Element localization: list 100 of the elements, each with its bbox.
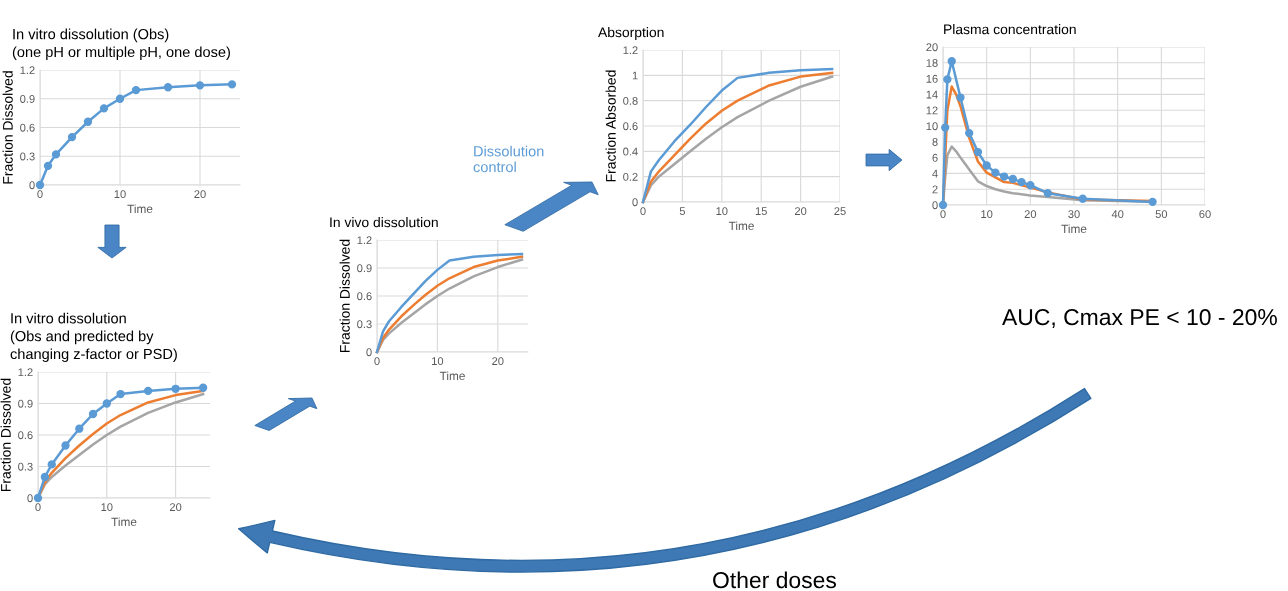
text: AUC, Cmax PE < 10 - 20% bbox=[1002, 309, 1277, 328]
point bbox=[43, 161, 53, 171]
x-tick-label: 10 bbox=[432, 357, 444, 366]
x-axis-title: Time bbox=[728, 221, 754, 231]
point bbox=[143, 386, 153, 396]
point bbox=[991, 168, 1000, 177]
y-tick-label: 1.2 bbox=[623, 46, 638, 55]
y-tick-label: 0.6 bbox=[18, 431, 33, 440]
point bbox=[227, 80, 237, 89]
x-tick-label: 0 bbox=[374, 357, 380, 366]
y-tick-label: 1.2 bbox=[20, 66, 35, 75]
point bbox=[131, 85, 141, 95]
x-tick-label: 20 bbox=[794, 207, 807, 216]
point bbox=[51, 150, 61, 159]
point bbox=[115, 94, 125, 103]
y-tick-label: 0.9 bbox=[357, 264, 372, 273]
y-tick-label: 1 bbox=[632, 71, 638, 80]
point bbox=[163, 83, 173, 92]
x-tick-label: 30 bbox=[1068, 210, 1080, 219]
chart-title: Absorption bbox=[598, 27, 664, 40]
chart-title: In vitro dissolution (Obs and predicted by changing z-factor or PSD) bbox=[10, 312, 177, 362]
x-tick-label: 40 bbox=[1111, 210, 1124, 219]
y-tick-label: 0.4 bbox=[623, 147, 638, 156]
y-tick-label: 0.3 bbox=[18, 462, 33, 471]
y-tick-label: 0.2 bbox=[623, 172, 638, 181]
point bbox=[35, 180, 45, 190]
point bbox=[1017, 177, 1026, 187]
y-tick-label: 0.3 bbox=[357, 320, 372, 329]
text: Other doses bbox=[713, 571, 837, 589]
x-tick-label: 60 bbox=[1199, 210, 1211, 219]
y-tick-label: 0.6 bbox=[623, 122, 638, 131]
point bbox=[75, 424, 84, 433]
y-tick-label: 0.9 bbox=[20, 95, 35, 103]
x-tick-label: 25 bbox=[834, 207, 846, 216]
point bbox=[83, 117, 93, 126]
y-tick-label: 18 bbox=[926, 59, 938, 67]
point bbox=[1008, 174, 1018, 184]
point bbox=[61, 441, 70, 450]
chart-title: Plasma concentration bbox=[944, 24, 1076, 35]
y-tick-label: 0 bbox=[29, 181, 35, 190]
y-axis-title: Fraction Dissolved bbox=[2, 71, 13, 184]
point bbox=[956, 93, 965, 102]
point bbox=[47, 460, 56, 469]
x-tick-label: 0 bbox=[35, 503, 41, 512]
x-tick-label: 50 bbox=[1155, 210, 1168, 219]
x-tick-label: 10 bbox=[716, 207, 728, 216]
x-axis-title: Time bbox=[111, 517, 137, 527]
y-tick-label: 1.2 bbox=[357, 236, 372, 245]
y-tick-label: 6 bbox=[932, 153, 938, 162]
y-tick-label: 0 bbox=[27, 494, 33, 503]
x-tick-label: 0 bbox=[640, 207, 646, 216]
y-axis-title: Fraction Dissolved bbox=[0, 378, 11, 491]
x-axis-title: Time bbox=[439, 371, 465, 381]
y-tick-label: 0.6 bbox=[357, 292, 372, 301]
point bbox=[67, 132, 77, 142]
x-tick-label: 15 bbox=[755, 207, 767, 216]
y-tick-label: 12 bbox=[926, 106, 938, 115]
y-tick-label: 10 bbox=[926, 122, 938, 131]
point bbox=[947, 57, 956, 66]
point bbox=[973, 147, 983, 157]
x-tick-label: 20 bbox=[169, 503, 182, 512]
x-axis-title: Time bbox=[1061, 224, 1087, 234]
point bbox=[1026, 181, 1035, 190]
y-tick-label: 0.9 bbox=[18, 399, 33, 408]
y-tick-label: 1.2 bbox=[18, 368, 33, 377]
y-tick-label: 0 bbox=[932, 201, 938, 210]
y-tick-label: 0 bbox=[366, 348, 372, 357]
point bbox=[195, 81, 205, 90]
point bbox=[171, 384, 180, 393]
point bbox=[40, 472, 50, 482]
y-tick-label: 0.8 bbox=[623, 96, 638, 105]
y-tick-label: 0.6 bbox=[20, 123, 35, 132]
y-tick-label: 4 bbox=[932, 169, 938, 178]
x-tick-label: 20 bbox=[194, 190, 206, 199]
point bbox=[982, 161, 991, 170]
chart-title: In vivo dissolution bbox=[330, 217, 438, 228]
y-tick-label: 8 bbox=[932, 138, 938, 146]
y-tick-label: 14 bbox=[926, 90, 938, 99]
x-tick-label: 0 bbox=[37, 190, 43, 199]
point bbox=[941, 123, 950, 132]
x-tick-label: 10 bbox=[101, 503, 113, 512]
x-tick-label: 0 bbox=[940, 210, 946, 219]
point bbox=[1078, 194, 1087, 203]
x-tick-label: 10 bbox=[981, 210, 993, 219]
text: Dissolution control bbox=[473, 145, 544, 173]
point bbox=[938, 200, 948, 210]
x-tick-label: 10 bbox=[114, 190, 126, 199]
y-tick-label: 0.3 bbox=[20, 152, 35, 161]
y-tick-label: 2 bbox=[932, 185, 938, 194]
chart-title: In vitro dissolution (Obs) (one pH or multiple pH, one dose) bbox=[12, 28, 230, 60]
point bbox=[198, 383, 208, 392]
y-axis-title: Fraction Absorbed bbox=[605, 70, 616, 182]
x-tick-label: 20 bbox=[1024, 210, 1037, 219]
point bbox=[999, 172, 1009, 181]
point bbox=[1148, 197, 1157, 207]
y-tick-label: 16 bbox=[926, 74, 938, 83]
y-axis-title: Fraction Dissolved bbox=[339, 239, 350, 352]
y-tick-label: 0 bbox=[632, 198, 638, 207]
point bbox=[88, 409, 98, 419]
point bbox=[943, 75, 952, 84]
